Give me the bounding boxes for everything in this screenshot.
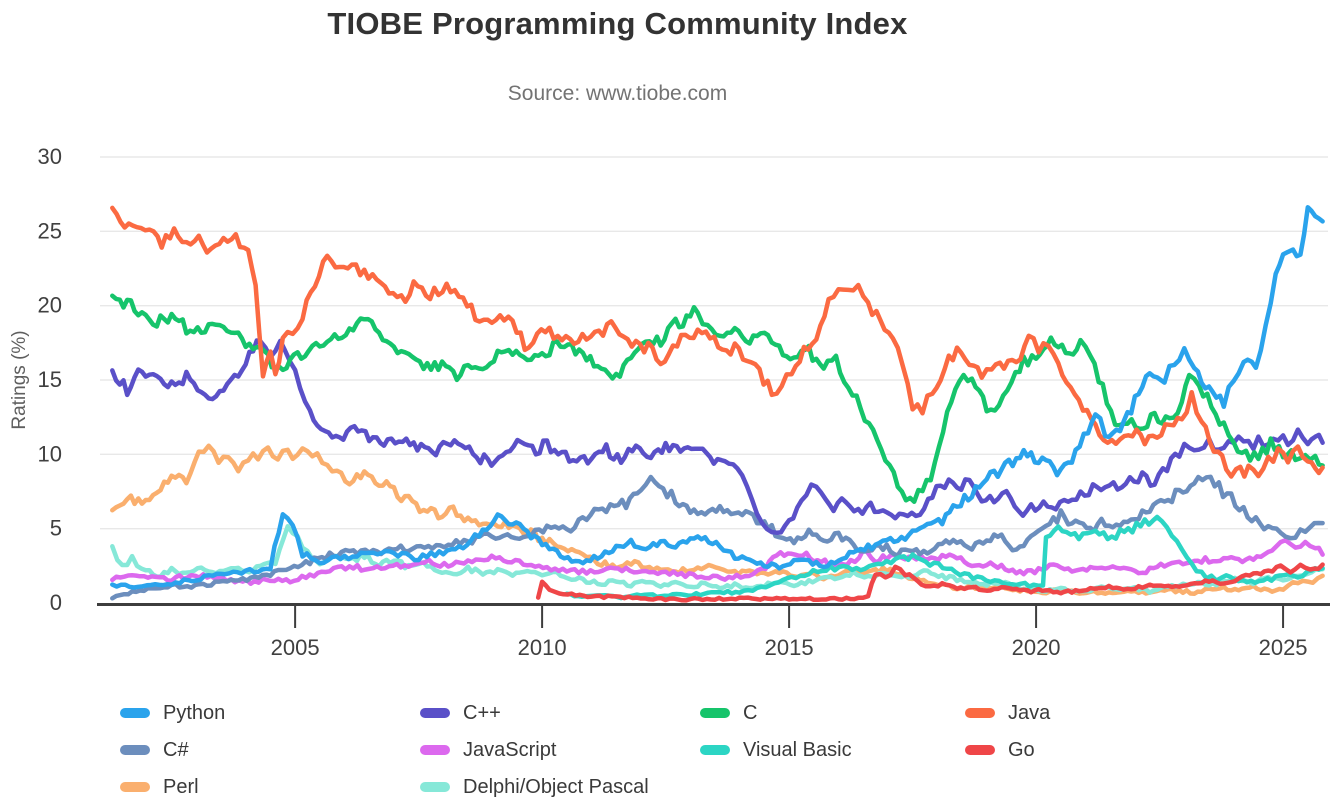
legend-label: Perl	[163, 775, 199, 798]
legend-swatch-c	[700, 708, 730, 718]
legend-item-javascript[interactable]: JavaScript	[420, 738, 700, 762]
page-title: TIOBE Programming Community Index	[327, 6, 908, 41]
x-tick-label: 2025	[1259, 635, 1308, 660]
legend-swatch-delphi-object-pascal	[420, 782, 450, 792]
series-line-perl	[110, 443, 1325, 597]
y-axis-title: Ratings (%)	[9, 330, 30, 429]
x-tick-label: 2010	[518, 635, 567, 660]
legend-item-visual-basic[interactable]: Visual Basic	[700, 738, 965, 762]
series-line-python	[110, 205, 1325, 590]
legend-item-c[interactable]: C#	[120, 738, 420, 762]
x-tick-label: 2020	[1012, 635, 1061, 660]
y-tick-label: 10	[38, 441, 62, 466]
legend-swatch-go	[965, 745, 995, 755]
y-tick-label: 30	[38, 144, 62, 169]
legend-label: C++	[463, 701, 501, 724]
series-line-c	[110, 474, 1325, 601]
legend-label: Delphi/Object Pascal	[463, 775, 649, 798]
legend-label: Java	[1008, 701, 1051, 724]
legend-label: C	[743, 701, 758, 724]
legend-label: C#	[163, 738, 189, 761]
series-line-c	[110, 338, 1325, 535]
chart-legend: Python C++ C Java C# JavaScript Visual Basic Go…	[120, 701, 1310, 799]
legend-item-python[interactable]: Python	[120, 701, 420, 725]
legend-swatch-c	[120, 745, 150, 755]
legend-item-java[interactable]: Java	[965, 701, 1310, 725]
legend-item-perl[interactable]: Perl	[120, 775, 420, 799]
legend-item-go[interactable]: Go	[965, 738, 1310, 762]
legend-item-c[interactable]: C++	[420, 701, 700, 725]
title-bar: TIOBE Programming Community Index	[0, 6, 1235, 42]
legend-swatch-javascript	[420, 745, 450, 755]
legend-swatch-visual-basic	[700, 745, 730, 755]
legend-item-delphi-object-pascal[interactable]: Delphi/Object Pascal	[420, 775, 700, 799]
x-tick-label: 2015	[765, 635, 814, 660]
y-tick-label: 20	[38, 293, 62, 318]
legend-item-c[interactable]: C	[700, 701, 965, 725]
y-tick-label: 15	[38, 367, 62, 392]
legend-swatch-python	[120, 708, 150, 718]
legend-swatch-perl	[120, 782, 150, 792]
legend-label: Python	[163, 701, 226, 724]
y-tick-label: 0	[50, 590, 62, 615]
legend-label: Go	[1008, 738, 1035, 761]
legend-swatch-java	[965, 708, 995, 718]
series-line-java	[110, 205, 1325, 479]
series-line-visual-basic	[564, 514, 1325, 601]
series-line-c	[110, 293, 1325, 504]
series-line-go	[535, 562, 1325, 603]
x-tick-label: 2005	[271, 635, 320, 660]
legend-label: Visual Basic	[743, 738, 852, 761]
y-tick-label: 25	[38, 218, 62, 243]
chart-subtitle: Source: www.tiobe.com	[507, 82, 728, 105]
legend-swatch-c	[420, 708, 450, 718]
series-line-javascript	[110, 537, 1325, 586]
legend-label: JavaScript	[463, 738, 557, 761]
y-tick-label: 5	[50, 516, 62, 541]
